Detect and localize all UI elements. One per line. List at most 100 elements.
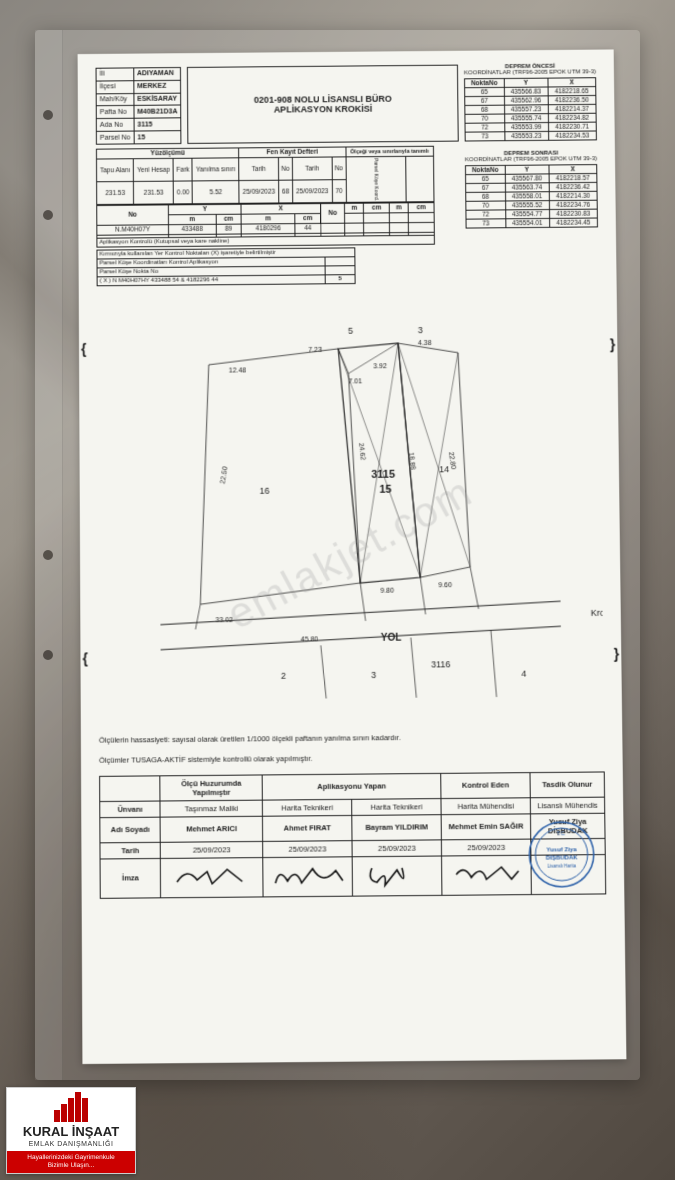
svg-text:5: 5 [348, 326, 353, 336]
coords-after-sub: KOORDİNATLAR (TRF96-2005 EPOK UTM 39-3) [465, 156, 597, 163]
svg-text:33.02: 33.02 [215, 617, 233, 624]
logo-strip: Hayallerinizdeki Gayrimenkule Bizimle Ul… [7, 1151, 135, 1173]
label-pafta: Pafta No [96, 106, 134, 119]
empty-cell [406, 156, 434, 202]
logo-bar [68, 1098, 74, 1122]
value-parsel: 15 [134, 131, 181, 144]
date-b: 25/09/2023 [263, 840, 353, 857]
koord-s: 5 [325, 275, 355, 284]
unvan-a: Taşınmaz Maliki [160, 800, 262, 817]
svg-text:T.C.: T.C. [557, 831, 566, 837]
svg-text:14: 14 [439, 464, 449, 474]
svg-text:4: 4 [521, 669, 526, 679]
point-table: No Y X No mcm mcm mcm mcm [96, 202, 435, 248]
binder-hole [43, 210, 53, 220]
col-yeni: Yeni Hesap [134, 158, 174, 181]
svg-text:Lisanslı Harita: Lisanslı Harita [547, 863, 576, 868]
coords-after-title: DEPREM SONRASI KOORDİNATLAR (TRF96-2005 … [465, 150, 597, 163]
sig-hdr-2: Aplikasyonu Yapan [262, 773, 441, 800]
name-b: Ahmet FIRAT [263, 815, 353, 841]
svg-text:3115: 3115 [371, 469, 395, 481]
col-x: X [548, 78, 596, 87]
signature-d [442, 855, 532, 895]
coord-row: 73435554.014182234.45 [466, 218, 597, 228]
signature-e: T.C. Yusuf Ziya DİŞBUDAK Lisanslı Harita [531, 854, 606, 894]
signature-c [352, 856, 442, 896]
val-tarih1: 25/09/2023 [239, 180, 279, 203]
unvan-d: Harita Mühendisi [441, 797, 530, 814]
logo-subtitle: EMLAK DANIŞMANLIĞI [7, 1141, 135, 1151]
logo-bar [75, 1092, 81, 1122]
svg-text:12.48: 12.48 [229, 368, 247, 375]
document-page: { } { } İliADIYAMAN İlçesiMERKEZ Mah/Köy… [78, 49, 627, 1064]
date-c: 25/09/2023 [352, 839, 442, 856]
title-line2: APLİKASYON KROKİSİ [196, 103, 449, 115]
row-imza: İmza [100, 858, 161, 898]
label-ada: Ada No [96, 119, 134, 132]
footer-notes-table: Kırmızıyla kullanılan Yer Kontrol Noktal… [96, 247, 355, 286]
svg-text:15: 15 [379, 484, 391, 496]
val-yanilma: 5.52 [192, 181, 239, 204]
logo-bar [54, 1110, 60, 1122]
header-row: İliADIYAMAN İlçesiMERKEZ Mah/KöyESKİSARA… [96, 63, 597, 144]
val-yeni: 231.53 [134, 181, 174, 204]
svg-text:7.23: 7.23 [308, 347, 322, 354]
label-parsel: Parsel No [96, 131, 134, 144]
svg-text:22.50: 22.50 [220, 466, 230, 485]
binder-hole [43, 110, 53, 120]
signature-a [161, 857, 263, 897]
vert-label: Parsel Köşe Koord. [346, 156, 407, 202]
svg-text:DİŞBUDAK: DİŞBUDAK [546, 854, 579, 861]
value-pafta: M40B21D3A [134, 105, 181, 118]
row-unvani: Ünvanı [100, 801, 161, 818]
svg-text:16: 16 [259, 486, 269, 496]
svg-text:18.88: 18.88 [407, 452, 416, 470]
sig-hdr-4: Tasdik Olunur [530, 772, 604, 798]
svg-text:3: 3 [418, 325, 423, 335]
binder-hole [43, 650, 53, 660]
col-tarih2: Tarih [292, 157, 332, 180]
label-il: İli [96, 68, 134, 81]
value-ada: 3115 [134, 118, 181, 131]
brace-icon: { [81, 341, 87, 357]
col-no2: No [332, 157, 346, 180]
svg-text:45.80: 45.80 [301, 636, 319, 643]
binder-edge [35, 30, 63, 1080]
date-a: 25/09/2023 [161, 841, 263, 858]
val-no1: 68 [279, 180, 293, 203]
brace-icon: { [82, 650, 88, 666]
area-table: Yüzölçümü Fen Kayıt Defteri Ölçeği veya … [96, 146, 435, 205]
unvan-c: Harita Teknikeri [352, 798, 441, 815]
col-tarih: Tarih [239, 157, 279, 180]
name-a: Mehmet ARICI [160, 816, 262, 842]
value-il: ADIYAMAN [134, 67, 181, 80]
logo-bar [82, 1098, 88, 1122]
unvan-b: Harita Teknikeri [262, 799, 351, 816]
coords-before-block: DEPREM ÖNCESİ KOORDİNATLAR (TRF96-2005 E… [464, 63, 597, 141]
logo-bars [7, 1088, 135, 1124]
svg-text:3116: 3116 [431, 659, 450, 669]
row-tarih: Tarih [100, 842, 161, 859]
svg-text:4.38: 4.38 [418, 340, 432, 347]
property-info-table: İliADIYAMAN İlçesiMERKEZ Mah/KöyESKİSARA… [96, 67, 182, 145]
coords-before-table: NoktaNoYX 65435566.834182218.65 67435562… [464, 77, 597, 141]
logo-strip-1: Hayallerinizdeki Gayrimenkule [9, 1154, 133, 1162]
svg-text:Yusuf Ziya: Yusuf Ziya [546, 847, 577, 853]
unvan-e: Lisanslı Mühendis [530, 797, 604, 814]
val-fark: 0.00 [174, 181, 193, 204]
svg-text:24.62: 24.62 [357, 443, 366, 461]
coords-after-table: NoktaNoYX 65435567.804182218.57 67435563… [465, 164, 598, 228]
svg-text:7.01: 7.01 [348, 378, 362, 385]
label-ilcesi: İlçesi [96, 81, 134, 94]
date-d: 25/09/2023 [441, 839, 531, 856]
brace-icon: } [610, 336, 616, 352]
svg-text:3: 3 [371, 670, 376, 680]
logo-name: KURAL İNŞAAT [7, 1124, 135, 1141]
col-tapu: Tapu Alanı [96, 159, 133, 182]
sig-hdr-3: Kontrol Eden [441, 772, 531, 798]
value-mahkoy: ESKİSARAY [134, 93, 181, 106]
col-no: No [278, 157, 292, 180]
signature-b [263, 856, 353, 896]
logo-strip-2: Bizimle Ulaşın... [9, 1162, 133, 1170]
pt-y: Y [168, 204, 241, 215]
